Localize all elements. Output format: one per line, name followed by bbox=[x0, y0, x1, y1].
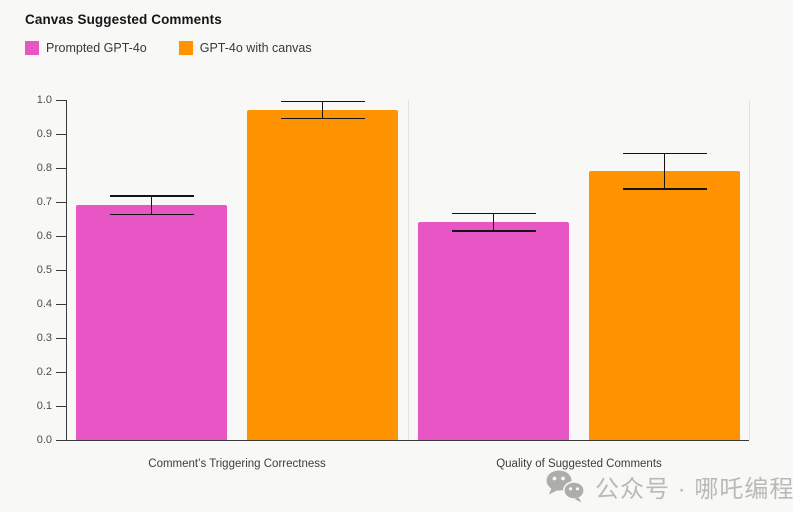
chart-title: Canvas Suggested Comments bbox=[25, 12, 222, 27]
y-tick-mark bbox=[56, 371, 66, 373]
x-axis-category-label: Quality of Suggested Comments bbox=[496, 458, 662, 470]
error-bar-cap bbox=[280, 117, 365, 120]
y-tick-label: 0.4 bbox=[36, 298, 52, 310]
watermark-text: 公众号 · 哪吒编程 bbox=[595, 476, 793, 503]
y-tick-mark bbox=[56, 235, 66, 237]
y-tick-label: 0.6 bbox=[36, 230, 52, 242]
error-bar-cap bbox=[280, 100, 365, 103]
y-tick-mark bbox=[56, 201, 66, 203]
y-tick-mark bbox=[56, 303, 66, 305]
y-tick-mark bbox=[56, 133, 66, 135]
legend-label: Prompted GPT-4o bbox=[46, 41, 147, 55]
legend-swatch-pink bbox=[25, 41, 39, 55]
y-tick-mark bbox=[56, 337, 66, 339]
y-tick-mark bbox=[56, 269, 66, 271]
bar-gpt4o-with-canvas bbox=[589, 171, 740, 440]
y-tick-mark bbox=[56, 167, 66, 169]
error-bar-cap bbox=[451, 212, 536, 215]
x-axis-line bbox=[56, 440, 749, 441]
y-tick-label: 0.5 bbox=[36, 264, 52, 276]
error-bar-cap bbox=[109, 195, 194, 197]
x-axis-category-label: Comment’s Triggering Correctness bbox=[148, 458, 326, 470]
legend-label: GPT-4o with canvas bbox=[199, 41, 312, 55]
bar-prompted-gpt4o bbox=[76, 205, 227, 440]
error-bar-cap bbox=[622, 152, 707, 155]
y-tick-label: 0.7 bbox=[36, 196, 52, 208]
y-tick-label: 0.2 bbox=[36, 366, 52, 378]
legend-item-gpt4o-with-canvas: GPT-4o with canvas bbox=[178, 41, 312, 55]
error-bar-vertical-line bbox=[150, 196, 153, 215]
category-separator-line bbox=[407, 100, 409, 440]
error-bar-cap bbox=[622, 188, 707, 190]
y-tick-label: 0.9 bbox=[36, 128, 52, 140]
wechat-icon bbox=[546, 470, 585, 503]
error-bar-cap bbox=[109, 213, 194, 216]
category-separator-line bbox=[748, 100, 750, 440]
y-tick-label: 0.0 bbox=[36, 434, 52, 446]
legend: Prompted GPT-4o GPT-4o with canvas bbox=[25, 41, 312, 55]
error-bar-vertical-line bbox=[663, 153, 666, 190]
bar-prompted-gpt4o bbox=[418, 222, 569, 440]
y-tick-mark bbox=[56, 99, 66, 101]
error-bar-vertical-line bbox=[492, 213, 495, 232]
error-bar-cap bbox=[451, 230, 536, 232]
legend-swatch-orange bbox=[178, 41, 193, 55]
bar-gpt4o-with-canvas bbox=[247, 110, 398, 440]
y-tick-mark bbox=[56, 405, 66, 407]
y-tick-label: 0.1 bbox=[36, 400, 52, 412]
error-bar-vertical-line bbox=[321, 101, 324, 119]
y-axis-line bbox=[66, 100, 67, 441]
watermark: 公众号 · 哪吒编程 bbox=[545, 469, 793, 504]
y-tick-label: 0.3 bbox=[36, 332, 52, 344]
legend-item-prompted-gpt4o: Prompted GPT-4o bbox=[25, 41, 147, 55]
y-tick-label: 0.8 bbox=[36, 162, 52, 174]
y-tick-label: 1.0 bbox=[36, 94, 52, 106]
